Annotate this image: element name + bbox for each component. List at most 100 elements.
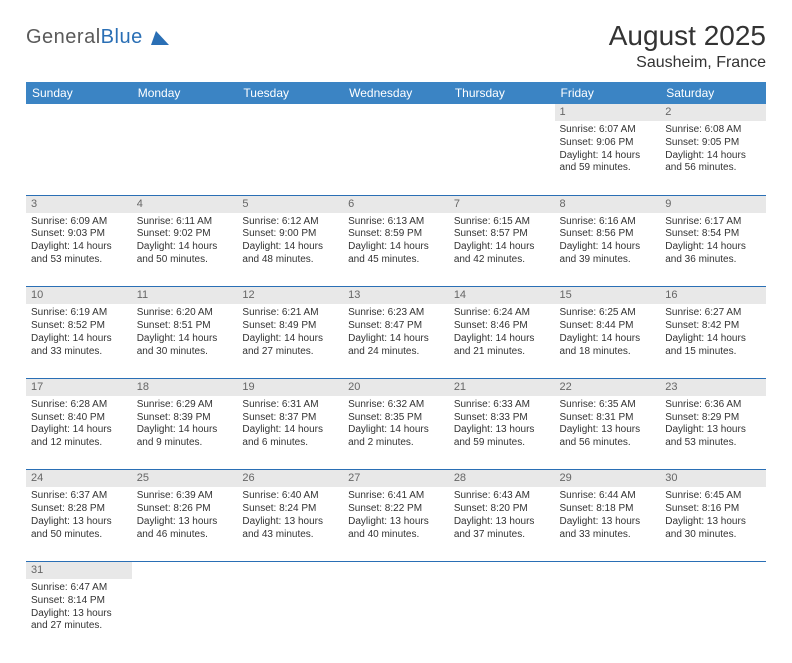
sunrise-text: Sunrise: 6:41 AM <box>348 490 444 503</box>
day-number-cell: 23 <box>660 378 766 396</box>
day-cell: Sunrise: 6:29 AMSunset: 8:39 PMDaylight:… <box>132 396 238 470</box>
daylight-text: Daylight: 13 hours and 46 minutes. <box>137 516 233 542</box>
sunrise-text: Sunrise: 6:40 AM <box>242 490 338 503</box>
empty-cell <box>237 121 343 195</box>
weekday-header: Saturday <box>660 82 766 104</box>
day-cell: Sunrise: 6:11 AMSunset: 9:02 PMDaylight:… <box>132 213 238 287</box>
daylight-text: Daylight: 13 hours and 27 minutes. <box>31 608 127 634</box>
daylight-text: Daylight: 14 hours and 59 minutes. <box>560 150 656 176</box>
empty-cell <box>449 579 555 653</box>
day-number-row: 17181920212223 <box>26 378 766 396</box>
day-cell: Sunrise: 6:20 AMSunset: 8:51 PMDaylight:… <box>132 304 238 378</box>
sunrise-text: Sunrise: 6:20 AM <box>137 307 233 320</box>
calendar-row: Sunrise: 6:47 AMSunset: 8:14 PMDaylight:… <box>26 579 766 653</box>
sunrise-text: Sunrise: 6:36 AM <box>665 399 761 412</box>
day-number-cell: 15 <box>555 287 661 305</box>
empty-cell <box>132 104 238 121</box>
sunrise-text: Sunrise: 6:21 AM <box>242 307 338 320</box>
day-number: 23 <box>665 380 761 394</box>
day-cell: Sunrise: 6:40 AMSunset: 8:24 PMDaylight:… <box>237 487 343 561</box>
empty-cell <box>449 561 555 579</box>
sunrise-text: Sunrise: 6:17 AM <box>665 216 761 229</box>
weekday-header: Tuesday <box>237 82 343 104</box>
day-number: 22 <box>560 380 656 394</box>
day-cell: Sunrise: 6:08 AMSunset: 9:05 PMDaylight:… <box>660 121 766 195</box>
day-cell: Sunrise: 6:09 AMSunset: 9:03 PMDaylight:… <box>26 213 132 287</box>
day-number: 11 <box>137 288 233 302</box>
empty-cell <box>132 121 238 195</box>
daylight-text: Daylight: 13 hours and 33 minutes. <box>560 516 656 542</box>
day-number-cell: 31 <box>26 561 132 579</box>
empty-cell <box>555 561 661 579</box>
day-number-row: 10111213141516 <box>26 287 766 305</box>
sunset-text: Sunset: 8:46 PM <box>454 320 550 333</box>
daylight-text: Daylight: 13 hours and 50 minutes. <box>31 516 127 542</box>
sunrise-text: Sunrise: 6:19 AM <box>31 307 127 320</box>
day-number-cell: 27 <box>343 470 449 488</box>
sunset-text: Sunset: 8:35 PM <box>348 412 444 425</box>
day-cell: Sunrise: 6:35 AMSunset: 8:31 PMDaylight:… <box>555 396 661 470</box>
day-number: 12 <box>242 288 338 302</box>
sunset-text: Sunset: 8:18 PM <box>560 503 656 516</box>
day-number-cell: 30 <box>660 470 766 488</box>
logo-word-2: Blue <box>101 26 143 48</box>
daylight-text: Daylight: 14 hours and 2 minutes. <box>348 424 444 450</box>
flag-icon <box>151 31 169 45</box>
day-number-cell: 6 <box>343 195 449 213</box>
day-number-cell: 24 <box>26 470 132 488</box>
empty-cell <box>237 104 343 121</box>
sunrise-text: Sunrise: 6:44 AM <box>560 490 656 503</box>
day-number: 6 <box>348 197 444 211</box>
day-number-cell: 25 <box>132 470 238 488</box>
day-cell: Sunrise: 6:16 AMSunset: 8:56 PMDaylight:… <box>555 213 661 287</box>
empty-cell <box>343 104 449 121</box>
sunrise-text: Sunrise: 6:39 AM <box>137 490 233 503</box>
daylight-text: Daylight: 14 hours and 42 minutes. <box>454 241 550 267</box>
day-number-cell: 22 <box>555 378 661 396</box>
day-number: 17 <box>31 380 127 394</box>
day-cell: Sunrise: 6:47 AMSunset: 8:14 PMDaylight:… <box>26 579 132 653</box>
sunset-text: Sunset: 8:28 PM <box>31 503 127 516</box>
sunrise-text: Sunrise: 6:24 AM <box>454 307 550 320</box>
day-number-cell: 28 <box>449 470 555 488</box>
empty-cell <box>132 579 238 653</box>
sunset-text: Sunset: 8:20 PM <box>454 503 550 516</box>
sunset-text: Sunset: 9:06 PM <box>560 137 656 150</box>
day-number-cell: 11 <box>132 287 238 305</box>
calendar-row: Sunrise: 6:07 AMSunset: 9:06 PMDaylight:… <box>26 121 766 195</box>
day-number: 7 <box>454 197 550 211</box>
day-number: 29 <box>560 471 656 485</box>
sunrise-text: Sunrise: 6:07 AM <box>560 124 656 137</box>
daylight-text: Daylight: 13 hours and 53 minutes. <box>665 424 761 450</box>
day-number-cell: 20 <box>343 378 449 396</box>
day-number: 3 <box>31 197 127 211</box>
day-number-cell: 7 <box>449 195 555 213</box>
logo-text: GeneralBlue <box>26 26 169 49</box>
calendar-row: Sunrise: 6:37 AMSunset: 8:28 PMDaylight:… <box>26 487 766 561</box>
day-number: 28 <box>454 471 550 485</box>
day-cell: Sunrise: 6:36 AMSunset: 8:29 PMDaylight:… <box>660 396 766 470</box>
day-number-cell: 12 <box>237 287 343 305</box>
day-cell: Sunrise: 6:13 AMSunset: 8:59 PMDaylight:… <box>343 213 449 287</box>
day-number: 10 <box>31 288 127 302</box>
day-cell: Sunrise: 6:07 AMSunset: 9:06 PMDaylight:… <box>555 121 661 195</box>
calendar-row: Sunrise: 6:28 AMSunset: 8:40 PMDaylight:… <box>26 396 766 470</box>
sunrise-text: Sunrise: 6:11 AM <box>137 216 233 229</box>
weekday-header: Sunday <box>26 82 132 104</box>
day-number: 5 <box>242 197 338 211</box>
day-number: 8 <box>560 197 656 211</box>
day-number-cell: 3 <box>26 195 132 213</box>
day-cell: Sunrise: 6:27 AMSunset: 8:42 PMDaylight:… <box>660 304 766 378</box>
logo: GeneralBlue <box>26 26 169 49</box>
sunset-text: Sunset: 8:16 PM <box>665 503 761 516</box>
day-number-cell: 19 <box>237 378 343 396</box>
calendar-body: 12Sunrise: 6:07 AMSunset: 9:06 PMDayligh… <box>26 104 766 653</box>
day-cell: Sunrise: 6:15 AMSunset: 8:57 PMDaylight:… <box>449 213 555 287</box>
day-cell: Sunrise: 6:43 AMSunset: 8:20 PMDaylight:… <box>449 487 555 561</box>
sunrise-text: Sunrise: 6:47 AM <box>31 582 127 595</box>
calendar-header-row: SundayMondayTuesdayWednesdayThursdayFrid… <box>26 82 766 104</box>
daylight-text: Daylight: 14 hours and 53 minutes. <box>31 241 127 267</box>
sunset-text: Sunset: 8:57 PM <box>454 228 550 241</box>
sunset-text: Sunset: 8:54 PM <box>665 228 761 241</box>
daylight-text: Daylight: 14 hours and 30 minutes. <box>137 333 233 359</box>
